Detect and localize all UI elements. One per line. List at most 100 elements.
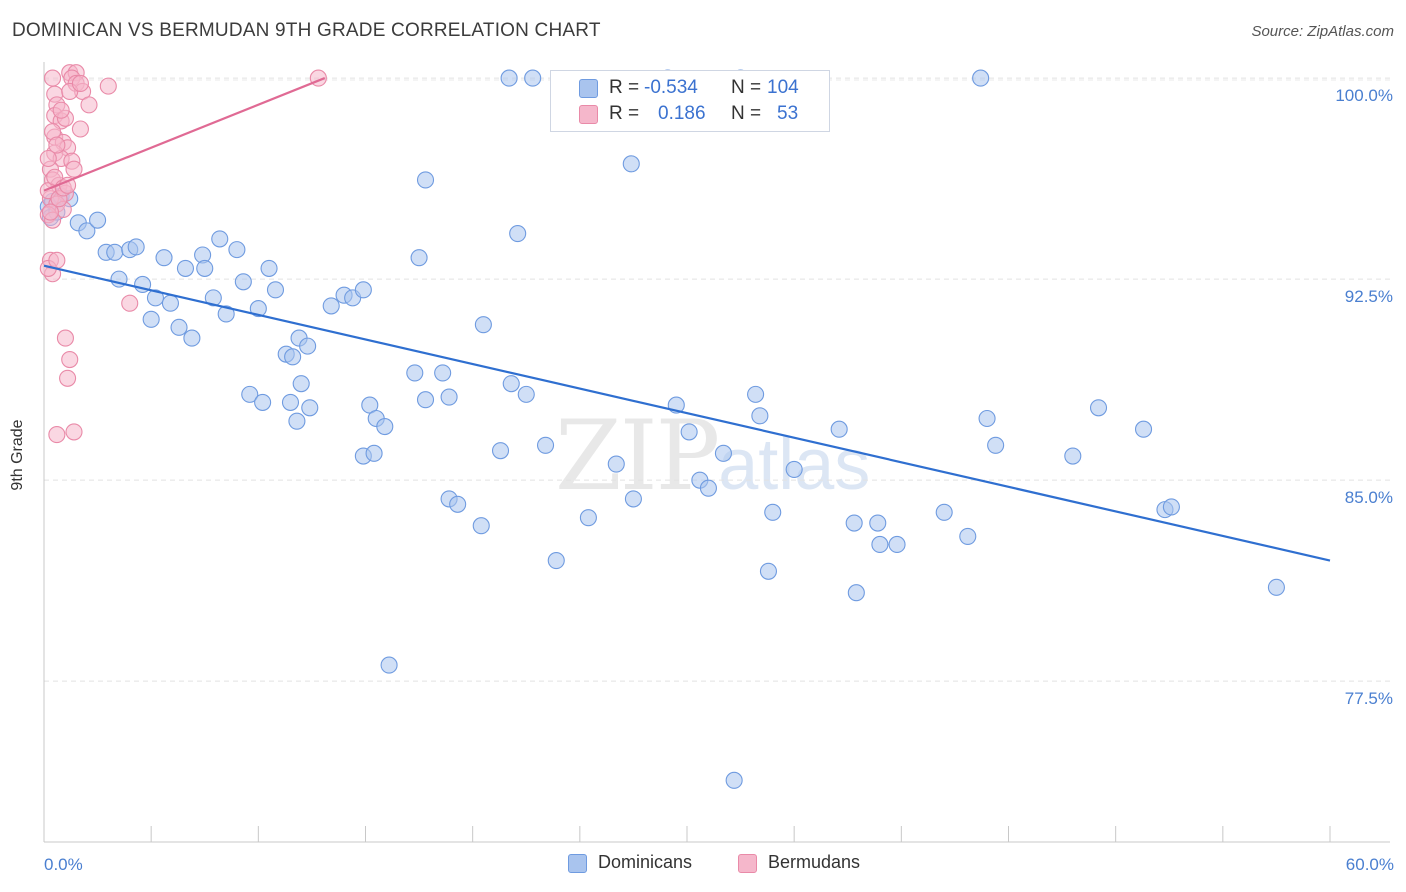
bermudans-swatch: [579, 105, 598, 124]
dominicans-point: [365, 444, 383, 462]
dominicans-point: [474, 316, 492, 334]
dominicans-point: [747, 385, 765, 403]
dominicans-point: [888, 535, 906, 554]
dominicans-point: [354, 281, 372, 299]
dominicans-point: [288, 412, 306, 430]
dominicans-point: [299, 337, 317, 355]
bermudans-point: [56, 329, 74, 347]
dominicans-point: [142, 310, 160, 328]
n-label: N =: [731, 77, 762, 98]
dominicans-point: [241, 385, 259, 403]
dominicans-point: [410, 249, 428, 267]
dominicans-point: [699, 479, 717, 497]
n-label: N =: [731, 103, 762, 124]
dominicans-point: [517, 385, 535, 403]
r-label: R =: [609, 77, 640, 98]
bermudans-point: [99, 77, 117, 95]
dominicans-point: [170, 318, 188, 336]
dominicans-point: [146, 289, 165, 307]
dominicans-point: [869, 514, 887, 532]
dominicans-point: [228, 241, 246, 259]
dominicans-point: [502, 375, 520, 393]
dominicans-point: [978, 409, 996, 428]
dominicans-swatch: [579, 79, 598, 98]
x-tick-label: 0.0%: [44, 855, 83, 874]
dominicans-point: [972, 69, 990, 87]
dominicans-point: [472, 517, 490, 535]
bermudans-point: [48, 136, 66, 154]
dominicans-point: [196, 259, 214, 277]
bermudans-legend-swatch: [738, 854, 757, 873]
dominicans-point: [322, 297, 340, 315]
data-points: [39, 64, 1285, 789]
dominicans-point: [491, 442, 510, 460]
dominicans-point: [440, 388, 458, 406]
bermudans-point: [65, 160, 83, 178]
dominicans-point: [607, 455, 625, 473]
chart-source: Source: ZipAtlas.com: [1251, 23, 1394, 40]
bermudans-point: [52, 101, 70, 119]
dominicans-point: [89, 211, 107, 229]
dominicans-point: [714, 444, 732, 462]
dominicans-point: [959, 527, 977, 545]
dominicans-point: [376, 417, 394, 436]
bermudans-point: [39, 149, 57, 168]
dominicans-point: [155, 249, 173, 267]
y-tick-label: 77.5%: [1345, 689, 1393, 708]
y-tick-label: 100.0%: [1335, 86, 1393, 105]
dominicans-point: [1134, 420, 1153, 438]
dominicans-point: [127, 238, 145, 256]
dominicans-point: [1267, 578, 1285, 596]
dominicans-point: [281, 393, 300, 411]
dominicans-point: [935, 503, 953, 521]
dominicans-point: [680, 423, 698, 441]
bermudans-point: [121, 294, 139, 312]
dominicans-point: [1064, 447, 1082, 465]
dominicans-point: [622, 155, 640, 173]
dominicans-point: [509, 224, 527, 243]
bermudans-point: [71, 74, 89, 92]
legend-label: Bermudans: [768, 852, 861, 872]
bermudans-point: [44, 69, 62, 87]
dominicans-point: [1162, 498, 1180, 516]
bermudans-point: [80, 96, 98, 114]
bermudans-point: [65, 423, 83, 441]
dominicans-point: [871, 535, 889, 554]
dominicans-point: [624, 490, 642, 508]
dominicans-point: [292, 375, 310, 393]
chart-title: DOMINICAN VS BERMUDAN 9TH GRADE CORRELAT…: [12, 20, 601, 41]
dominicans-point: [416, 391, 435, 409]
bermudans-point: [61, 350, 79, 369]
bermudans-trend-line: [43, 77, 326, 192]
dominicans-point: [301, 399, 319, 417]
legend-label: Dominicans: [598, 852, 693, 872]
dominicans-point: [987, 436, 1005, 454]
dominicans-point: [183, 329, 201, 347]
dominicans-point: [176, 259, 195, 277]
y-tick-label: 92.5%: [1345, 287, 1393, 306]
dominicans-point: [845, 514, 863, 532]
y-tick-label: 85.0%: [1345, 488, 1393, 507]
dominicans-point: [547, 552, 565, 570]
r-value: -0.534: [644, 77, 698, 98]
bermudans-point: [48, 426, 66, 444]
dominicans-point: [1089, 399, 1108, 417]
stats-box: R = -0.534 N = 104 R = 0.186 N = 53: [550, 70, 830, 132]
dominicans-point: [725, 771, 743, 789]
dominicans-point: [500, 69, 518, 87]
bermudans-point: [71, 120, 89, 138]
bermudans-point: [48, 251, 66, 269]
r-label: R =: [609, 103, 640, 124]
dominicans-point: [785, 460, 803, 478]
dominicans-point: [449, 495, 467, 513]
trend-lines: [43, 77, 1331, 562]
dominicans-point: [234, 273, 252, 291]
bermudans-point: [59, 369, 77, 387]
dominicans-point: [759, 562, 777, 580]
dominicans-point: [416, 171, 435, 189]
dominicans-point: [217, 305, 235, 323]
dominicans-point: [284, 348, 302, 366]
dominicans-legend-swatch: [568, 854, 587, 873]
bermudans-point: [41, 203, 59, 221]
